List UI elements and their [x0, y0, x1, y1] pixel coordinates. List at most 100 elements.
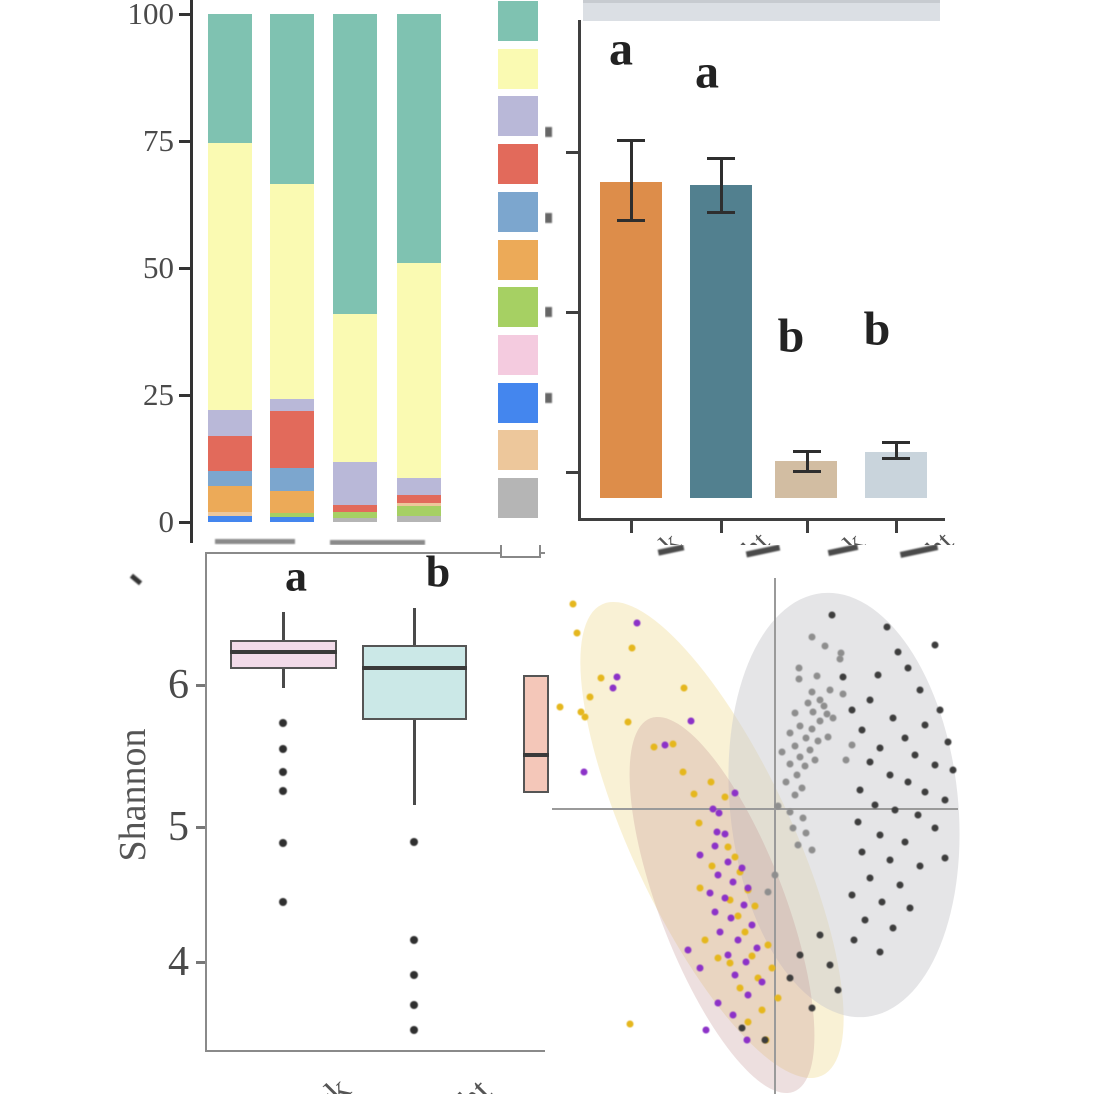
- scatter-point-gray: [796, 722, 804, 730]
- panel-border: [205, 552, 545, 1052]
- scatter-point-yellow: [741, 928, 749, 936]
- scatter-point-purple: [702, 1026, 710, 1034]
- scatter-point-gray: [802, 734, 810, 742]
- y-tick-label: 5: [168, 804, 189, 850]
- scatter-point-purple: [633, 619, 641, 627]
- scatter-point-purple: [696, 851, 704, 859]
- legend-swatch-green: [498, 287, 538, 327]
- box-iqr: [523, 675, 545, 793]
- scatter-point-yellow: [726, 959, 734, 967]
- scatter-point-purple: [731, 789, 739, 797]
- cropped-xlabel-fragment: [330, 540, 425, 545]
- box-iqr: [230, 640, 337, 669]
- scatter-point-gray: [802, 829, 810, 837]
- stacked-barchart-panel: 100 75 50 25 0: [0, 0, 545, 545]
- scatter-point-yellow: [748, 952, 756, 960]
- scatter-point-dark: [949, 766, 957, 774]
- y-axis-tick: [196, 961, 205, 964]
- cropped-xlabel-fragment: [215, 539, 295, 544]
- bar-segment-blue: [208, 515, 252, 522]
- scatter-point-yellow: [680, 684, 688, 692]
- scatter-point-yellow: [650, 743, 658, 751]
- scatter-point-purple: [714, 999, 722, 1007]
- scatter-point-purple: [613, 673, 621, 681]
- scatter-point-gray: [816, 717, 824, 725]
- scatter-point-purple: [743, 1036, 751, 1044]
- scatter-point-purple: [715, 809, 723, 817]
- errorbar-cap-top: [882, 441, 910, 444]
- y-tick-label: 75: [143, 123, 174, 158]
- scatter-point-dark: [861, 916, 869, 924]
- legend-swatch-red: [498, 144, 538, 184]
- legend-swatch-yellow: [498, 49, 538, 89]
- bar-segment-teal: [397, 14, 441, 263]
- scatter-point-purple: [740, 901, 748, 909]
- scatter-point-dark: [871, 801, 879, 809]
- scatter-point-dark: [858, 726, 866, 734]
- x-tick-label: rk: [308, 1069, 359, 1094]
- y-axis-tick: [179, 267, 190, 270]
- bar-1: [600, 182, 662, 498]
- y-axis-tick: [566, 471, 578, 474]
- scatter-point-yellow: [736, 984, 744, 992]
- cropped-xlabel-fragment: [745, 545, 781, 558]
- scatter-point-gray: [782, 778, 790, 786]
- scatter-point-gray: [823, 710, 831, 718]
- bar-segment-yellow: [270, 184, 314, 400]
- scatter-point-purple: [753, 944, 761, 952]
- scatter-point-yellow: [581, 713, 589, 721]
- scatter-point-yellow: [754, 974, 762, 982]
- scatter-point-dark: [921, 788, 929, 796]
- y-axis-tick: [179, 13, 190, 16]
- scatter-point-purple: [727, 914, 735, 922]
- cropped-xlabel-fragment: [657, 545, 685, 556]
- scatter-point-dark: [886, 856, 894, 864]
- y-tick-label: 4: [168, 939, 189, 985]
- outlier-dot: [410, 838, 418, 846]
- cropped-xlabel-fragment: [899, 545, 939, 558]
- bar-segment-teal: [208, 14, 252, 144]
- scatter-point-dark: [921, 721, 929, 729]
- scatter-point-yellow: [764, 941, 772, 949]
- scatter-point-dark: [886, 771, 894, 779]
- scatter-point-gray: [811, 756, 819, 764]
- x-tick-label: ht: [736, 525, 777, 545]
- y-axis-tick: [179, 394, 190, 397]
- cropped-legend-text-fragment: [545, 213, 552, 223]
- scatter-point-purple: [758, 978, 766, 986]
- scatter-point-dark: [901, 734, 909, 742]
- errorbar-cap-bottom: [793, 470, 821, 473]
- scatter-point-dark: [858, 848, 866, 856]
- scatter-point-yellow: [758, 1006, 766, 1014]
- box-median: [523, 753, 545, 757]
- scatter-point-gray: [791, 709, 799, 717]
- scatter-point-purple: [744, 991, 752, 999]
- scatter-point-gray: [771, 871, 779, 879]
- bar-segment-orange: [208, 485, 252, 512]
- errorbar-line: [895, 442, 898, 458]
- bar-segment-tan: [208, 511, 252, 516]
- scatter-point-dark: [876, 744, 884, 752]
- scatter-point-gray: [808, 846, 816, 854]
- bar-segment-red: [397, 494, 441, 503]
- stacked-bar-1: [208, 14, 252, 522]
- axis-zero-hline: [552, 808, 958, 810]
- scatter-point-purple: [748, 921, 756, 929]
- scatter-point-gray: [820, 702, 828, 710]
- scatter-point-purple: [713, 828, 721, 836]
- scatter-point-gray: [786, 760, 794, 768]
- scatter-point-yellow: [707, 778, 715, 786]
- legend-swatch-teal: [498, 1, 538, 41]
- errorbar-cap-bottom: [882, 457, 910, 460]
- y-axis-tick: [179, 140, 190, 143]
- x-axis-tick: [806, 521, 809, 533]
- bar-segment-lavender: [270, 399, 314, 412]
- salmon-box-sliver-median: [545, 753, 549, 757]
- scatter-point-dark: [839, 673, 847, 681]
- stacked-bar-2: [270, 14, 314, 522]
- scatter-point-yellow: [751, 902, 759, 910]
- scatter-point-purple: [731, 971, 739, 979]
- scatter-point-dark: [941, 796, 949, 804]
- scatter-point-yellow: [701, 936, 709, 944]
